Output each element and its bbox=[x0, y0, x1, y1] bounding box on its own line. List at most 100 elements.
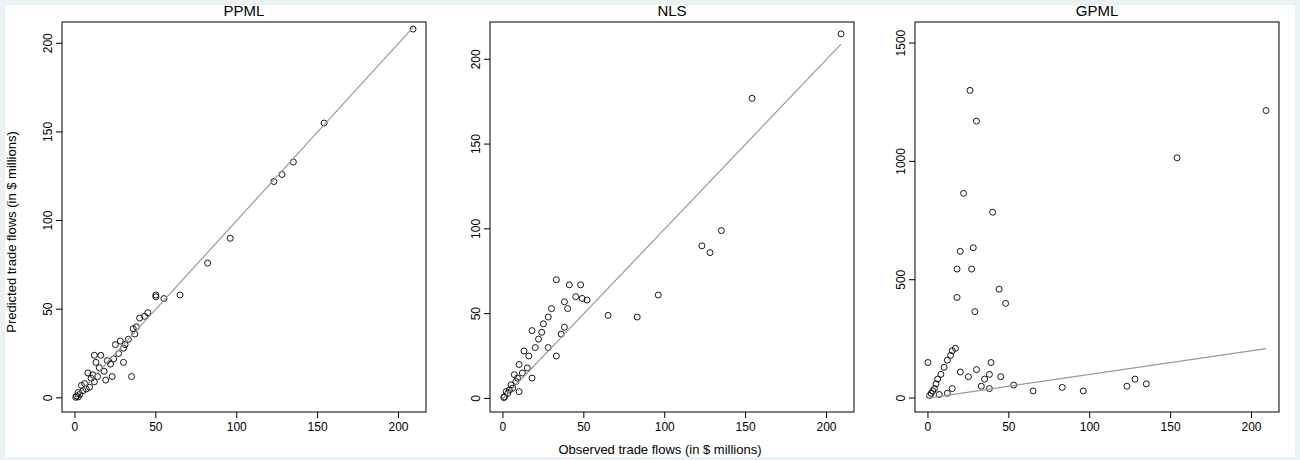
point bbox=[526, 353, 532, 359]
point bbox=[548, 306, 554, 312]
y-tick-label: 0 bbox=[41, 394, 55, 401]
point bbox=[988, 360, 994, 366]
point bbox=[98, 352, 104, 358]
point bbox=[970, 245, 976, 251]
y-tick bbox=[484, 313, 490, 314]
point bbox=[961, 190, 967, 196]
point bbox=[1174, 155, 1180, 161]
y-tick-label: 150 bbox=[469, 134, 483, 154]
plot-marks bbox=[501, 31, 844, 401]
panel-title: NLS bbox=[657, 2, 686, 19]
point bbox=[998, 374, 1004, 380]
point bbox=[1124, 383, 1130, 389]
point bbox=[108, 361, 114, 367]
x-tick-label: 200 bbox=[816, 420, 836, 434]
x-tick-label: 50 bbox=[1002, 420, 1016, 434]
y-tick bbox=[909, 398, 915, 399]
x-tick bbox=[826, 412, 827, 418]
point bbox=[986, 371, 992, 377]
point bbox=[177, 292, 183, 298]
y-tick bbox=[909, 43, 915, 44]
y-tick-label: 1500 bbox=[894, 29, 908, 56]
x-tick-label: 50 bbox=[149, 420, 163, 434]
point bbox=[1080, 388, 1086, 394]
point bbox=[120, 359, 126, 365]
y-tick bbox=[909, 279, 915, 280]
point bbox=[925, 360, 931, 366]
point bbox=[954, 294, 960, 300]
y-tick bbox=[484, 398, 490, 399]
point bbox=[112, 342, 118, 348]
x-tick bbox=[1251, 412, 1252, 418]
point bbox=[1003, 300, 1009, 306]
y-tick bbox=[56, 397, 62, 398]
point bbox=[227, 235, 233, 241]
y-tick bbox=[56, 220, 62, 221]
y-tick bbox=[484, 59, 490, 60]
point bbox=[996, 286, 1002, 292]
point bbox=[578, 282, 584, 288]
x-tick bbox=[1089, 412, 1090, 418]
y-tick-label: 500 bbox=[894, 269, 908, 289]
x-tick-label: 150 bbox=[736, 420, 756, 434]
x-tick-label: 0 bbox=[925, 420, 932, 434]
point bbox=[699, 243, 705, 249]
point bbox=[93, 359, 99, 365]
x-tick-label: 100 bbox=[227, 420, 247, 434]
point bbox=[978, 383, 984, 389]
x-tick-label: 150 bbox=[1161, 420, 1181, 434]
point bbox=[749, 95, 755, 101]
point bbox=[521, 348, 527, 354]
point bbox=[565, 306, 571, 312]
x-tick-label: 100 bbox=[655, 420, 675, 434]
point bbox=[540, 321, 546, 327]
y-tick-label: 200 bbox=[469, 49, 483, 69]
point bbox=[1132, 376, 1138, 382]
point bbox=[532, 345, 538, 351]
point bbox=[561, 324, 567, 330]
x-tick bbox=[1170, 412, 1171, 418]
point bbox=[91, 379, 97, 385]
point bbox=[561, 299, 567, 305]
point bbox=[516, 389, 522, 395]
point bbox=[553, 353, 559, 359]
point bbox=[954, 266, 960, 272]
point bbox=[539, 329, 545, 335]
x-tick bbox=[583, 412, 584, 418]
x-tick-label: 200 bbox=[388, 420, 408, 434]
panel: GPML050100150200050010001500 bbox=[894, 2, 1279, 434]
point bbox=[529, 328, 535, 334]
x-tick bbox=[745, 412, 746, 418]
point bbox=[153, 294, 159, 300]
y-tick-label: 200 bbox=[41, 33, 55, 53]
point bbox=[965, 374, 971, 380]
point bbox=[529, 375, 535, 381]
x-tick bbox=[1008, 412, 1009, 418]
point bbox=[973, 118, 979, 124]
point bbox=[941, 364, 947, 370]
x-tick-label: 150 bbox=[308, 420, 328, 434]
plot-frame bbox=[915, 22, 1279, 412]
y-tick-label: 150 bbox=[41, 122, 55, 142]
point bbox=[973, 367, 979, 373]
point bbox=[566, 282, 572, 288]
point bbox=[957, 369, 963, 375]
point bbox=[85, 370, 91, 376]
x-tick bbox=[317, 412, 318, 418]
point bbox=[990, 209, 996, 215]
point bbox=[1059, 384, 1065, 390]
point bbox=[1030, 388, 1036, 394]
y-tick-label: 50 bbox=[469, 307, 483, 321]
figure: PPML050100150200050100150200NLS050100150… bbox=[0, 0, 1300, 460]
point bbox=[969, 266, 975, 272]
x-tick bbox=[398, 412, 399, 418]
point bbox=[634, 314, 640, 320]
point bbox=[967, 87, 973, 93]
point bbox=[145, 310, 151, 316]
point bbox=[91, 352, 97, 358]
y-tick bbox=[484, 228, 490, 229]
y-tick-label: 0 bbox=[469, 395, 483, 402]
x-tick bbox=[155, 412, 156, 418]
y-tick-label: 100 bbox=[469, 219, 483, 239]
y-tick-label: 50 bbox=[41, 302, 55, 316]
